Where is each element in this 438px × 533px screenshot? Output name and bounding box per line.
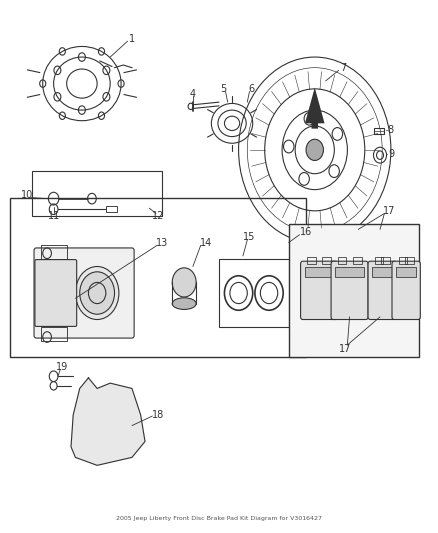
Text: 1: 1 (129, 34, 135, 44)
Bar (305, 266, 333, 277)
Bar (106, 206, 117, 213)
Bar (374, 257, 383, 264)
Text: 2005 Jeep Liberty Front Disc Brake Pad Kit Diagram for V3016427: 2005 Jeep Liberty Front Disc Brake Pad K… (116, 516, 322, 521)
Text: 13: 13 (156, 238, 169, 248)
Bar (289, 224, 419, 357)
Bar (399, 257, 407, 264)
Bar (338, 257, 346, 264)
FancyArrow shape (305, 87, 325, 128)
Ellipse shape (172, 298, 196, 310)
Text: 10: 10 (21, 190, 34, 200)
Bar (10, 198, 306, 357)
Bar (372, 266, 392, 277)
Text: 4: 4 (190, 89, 196, 99)
Text: 16: 16 (300, 227, 312, 237)
Text: 15: 15 (243, 232, 256, 243)
Bar (374, 127, 385, 134)
Text: 18: 18 (152, 410, 164, 420)
Text: 17: 17 (339, 344, 351, 354)
Ellipse shape (80, 272, 115, 314)
FancyBboxPatch shape (392, 261, 420, 319)
Text: 19: 19 (56, 362, 68, 372)
FancyBboxPatch shape (331, 261, 368, 319)
Text: 9: 9 (388, 149, 394, 159)
Text: 11: 11 (47, 211, 60, 221)
Text: 5: 5 (220, 84, 226, 94)
Bar (353, 257, 361, 264)
Text: 6: 6 (249, 84, 255, 94)
Bar (322, 257, 331, 264)
Bar (381, 257, 390, 264)
Bar (41, 327, 67, 341)
Bar (32, 171, 162, 216)
FancyBboxPatch shape (34, 248, 134, 338)
FancyBboxPatch shape (35, 260, 77, 326)
Bar (41, 245, 67, 259)
Text: 12: 12 (152, 211, 164, 221)
Polygon shape (71, 378, 145, 465)
Bar (405, 257, 414, 264)
Text: 7: 7 (340, 63, 346, 72)
Circle shape (306, 139, 323, 160)
Bar (219, 259, 289, 327)
Bar (336, 266, 364, 277)
Text: 14: 14 (200, 238, 212, 248)
Ellipse shape (75, 266, 119, 319)
FancyBboxPatch shape (300, 261, 338, 319)
Bar (307, 257, 316, 264)
FancyBboxPatch shape (368, 261, 396, 319)
Text: 8: 8 (388, 125, 394, 135)
Ellipse shape (172, 268, 196, 297)
Text: 17: 17 (382, 206, 395, 216)
Bar (396, 266, 416, 277)
